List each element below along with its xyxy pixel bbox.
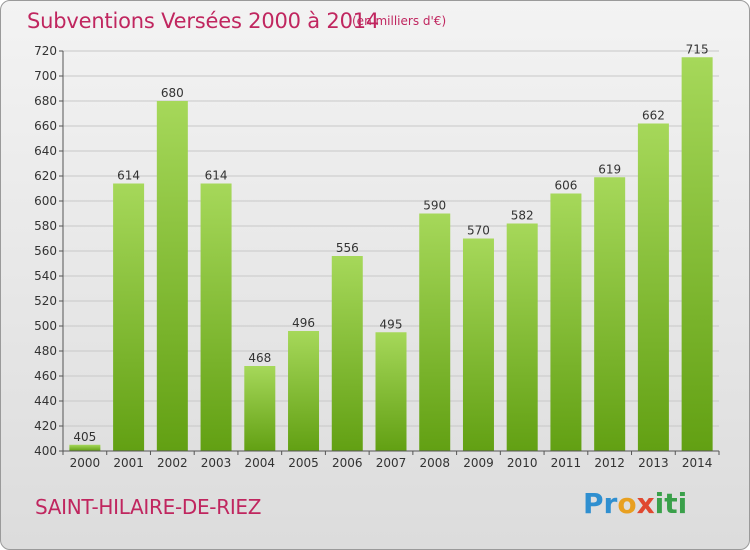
y-tick-label: 480	[34, 344, 57, 358]
x-axis: 2000 2001 2002 2003 2004 2005 2006 2007 2008 2009…	[62, 450, 720, 470]
y-tick-label: 420	[34, 419, 57, 433]
x-tick-label-2004: 2004	[245, 456, 276, 470]
y-tick-label: 620	[34, 169, 57, 183]
x-tick-label-2001: 2001	[113, 456, 144, 470]
data-label-2014: 715	[686, 42, 709, 56]
data-label-2013: 662	[642, 109, 665, 123]
y-tick-label: 660	[34, 119, 57, 133]
bar-2010	[506, 223, 538, 451]
y-tick-label: 440	[34, 394, 57, 408]
data-label-2008: 590	[423, 199, 446, 213]
y-tick-label: 700	[34, 69, 57, 83]
y-tick-label: 500	[34, 319, 57, 333]
y-tick-label: 640	[34, 144, 57, 158]
bar-2013	[637, 123, 669, 451]
proxiti-logo: Proxiti	[583, 487, 688, 520]
bars	[69, 57, 713, 451]
commune-name: SAINT-HILAIRE-DE-RIEZ	[35, 495, 262, 519]
bar-2006	[331, 256, 363, 451]
x-tick-label-2008: 2008	[419, 456, 450, 470]
bar-2008	[419, 213, 451, 451]
y-tick-label: 460	[34, 369, 57, 383]
data-label-2009: 570	[467, 224, 490, 238]
y-tick-label: 540	[34, 269, 57, 283]
bar-2003	[200, 183, 232, 451]
data-label-2006: 556	[336, 241, 359, 255]
bar-2005	[288, 331, 320, 451]
data-label-2005: 496	[292, 316, 315, 330]
bar-2004	[244, 366, 276, 451]
y-tick-label: 560	[34, 244, 57, 258]
bar-2001	[113, 183, 145, 451]
x-tick-label-2007: 2007	[376, 456, 407, 470]
y-tick-label: 600	[34, 194, 57, 208]
data-label-2010: 582	[511, 209, 534, 223]
bar-2009	[462, 238, 494, 451]
data-label-2011: 606	[554, 179, 577, 193]
y-tick-label: 720	[34, 44, 57, 58]
chart-title: Subventions Versées 2000 à 2014	[27, 9, 380, 33]
x-tick-label-2009: 2009	[463, 456, 494, 470]
data-label-2002: 680	[161, 86, 184, 100]
data-label-2004: 468	[248, 351, 271, 365]
x-tick-label-2005: 2005	[288, 456, 319, 470]
x-tick-label-2013: 2013	[638, 456, 669, 470]
data-label-2007: 495	[380, 317, 403, 331]
x-tick-label-2014: 2014	[682, 456, 713, 470]
x-tick-label-2012: 2012	[594, 456, 625, 470]
bar-2011	[550, 193, 582, 451]
y-tick-label: 520	[34, 294, 57, 308]
x-tick-label-2002: 2002	[157, 456, 188, 470]
bar-2012	[594, 177, 626, 451]
y-tick-label: 400	[34, 444, 57, 458]
data-labels: 405 614 680 614 468 496 556 495 590 570 582 606 619 6…	[73, 42, 708, 444]
x-tick-label-2006: 2006	[332, 456, 363, 470]
chart-unit-note: (en milliers d'€)	[352, 14, 447, 28]
x-tick-label-2011: 2011	[551, 456, 582, 470]
y-tick-label: 680	[34, 94, 57, 108]
data-label-2001: 614	[117, 169, 140, 183]
bar-2000	[69, 444, 101, 451]
y-tick-label: 580	[34, 219, 57, 233]
data-label-2000: 405	[73, 430, 96, 444]
x-tick-label-2010: 2010	[507, 456, 538, 470]
bar-2014	[681, 57, 713, 451]
y-axis: 400 420 440 460 480 500 520 540 560 580 600 620 640 6…	[34, 44, 64, 458]
bar-2007	[375, 332, 407, 451]
x-tick-label-2003: 2003	[201, 456, 232, 470]
data-label-2003: 614	[205, 169, 228, 183]
x-tick-label-2000: 2000	[70, 456, 101, 470]
data-label-2012: 619	[598, 162, 621, 176]
bar-2002	[156, 101, 188, 451]
